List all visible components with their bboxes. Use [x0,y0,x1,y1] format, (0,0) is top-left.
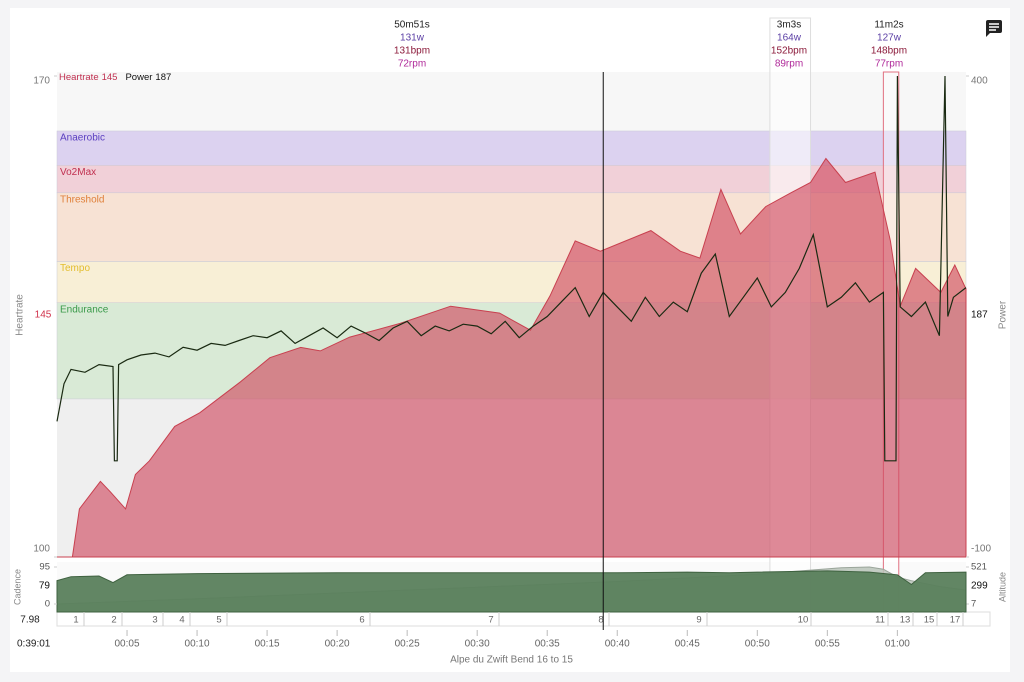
annotation: 89rpm [775,59,803,70]
x-tick-label: 00:40 [605,639,630,650]
y2-axis-title: Power [998,300,1009,329]
lap-label: 15 [924,615,935,626]
cursor-cadence: 79 [39,581,51,592]
lap-label: 13 [900,615,911,626]
heartrate-area [57,157,967,558]
lap-label: 4 [179,615,184,626]
icon-lines [989,23,999,31]
x-tick-label: 00:35 [535,639,560,650]
x-tick-label: 00:15 [255,639,280,650]
lap-label: 9 [696,615,701,626]
lap-label: 1 [73,615,78,626]
lap-label: 8 [598,615,603,626]
annotation: 131w [400,33,425,44]
legend-item: Power [125,72,152,83]
x-axis-title: Alpe du Zwift Bend 16 to 15 [450,655,573,666]
cadence-area [56,570,967,613]
lap-label: 3 [152,615,157,626]
cadence-tick-label: 95 [39,562,50,573]
annotation: 3m3s [777,20,801,31]
legend-item: Heartrate [59,72,99,83]
y-tick-label: 170 [33,76,50,87]
annotation: 148bpm [871,46,907,57]
annotation: 164w [777,33,802,44]
lap-label: 5 [216,615,221,626]
altitude-tick-label: 7 [971,599,976,610]
annotation: 50m51s [394,20,430,31]
lap-label: 10 [798,615,809,626]
annotation: 152bpm [771,46,807,57]
laps-row [56,611,991,627]
cadence-title: Cadence [12,569,22,605]
annotation: 127w [877,33,902,44]
cursor-time: 0:39:01 [17,639,51,650]
lap-label: 7 [488,615,493,626]
legend: Heartrate 145 Power 187 [59,72,171,83]
plot-bg-top [57,72,966,131]
zone-label: Tempo [60,263,90,274]
cursor-power: 187 [971,310,988,321]
x-tick-label: 00:45 [675,639,700,650]
altitude-title: Altitude [997,572,1007,602]
y-tick-label: 100 [33,544,50,555]
cadence-tick-label: 0 [45,599,50,610]
x-tick-label: 01:00 [885,639,910,650]
lap-label: 17 [950,615,961,626]
x-tick-label: 00:05 [115,639,140,650]
power-line [56,75,967,462]
annotation: 11m2s [874,20,903,31]
zone-label: Endurance [60,304,109,315]
x-tick-label: 00:25 [395,639,420,650]
y2-tick-label: -100 [971,544,991,555]
lap-label: 6 [359,615,364,626]
cursor-altitude: 299 [971,581,988,592]
lap-label: 11 [875,615,885,626]
zone-label: Vo2Max [60,167,96,178]
altitude-tick-label: 521 [971,562,987,573]
cursor-distance: 7.98 [20,615,40,626]
annotation: 72rpm [398,59,426,70]
y2-tick-label: 400 [971,76,988,87]
zone-label: Anaerobic [60,133,105,144]
x-tick-label: 00:55 [815,639,840,650]
annotation: 131bpm [394,46,430,57]
y-axis-title: Heartrate [15,294,26,336]
annotation: 77rpm [875,59,903,70]
x-tick-label: 00:30 [465,639,490,650]
comment-icon[interactable] [986,20,1002,37]
zone-band [56,130,967,166]
x-tick-label: 00:10 [185,639,210,650]
x-tick-label: 00:50 [745,639,770,650]
legend-item: 187 [155,72,171,83]
cursor-heartrate: 145 [35,310,52,321]
legend-item: 145 [102,72,118,83]
lap-label: 2 [111,615,116,626]
x-tick-label: 00:20 [325,639,350,650]
zone-label: Threshold [60,194,104,205]
